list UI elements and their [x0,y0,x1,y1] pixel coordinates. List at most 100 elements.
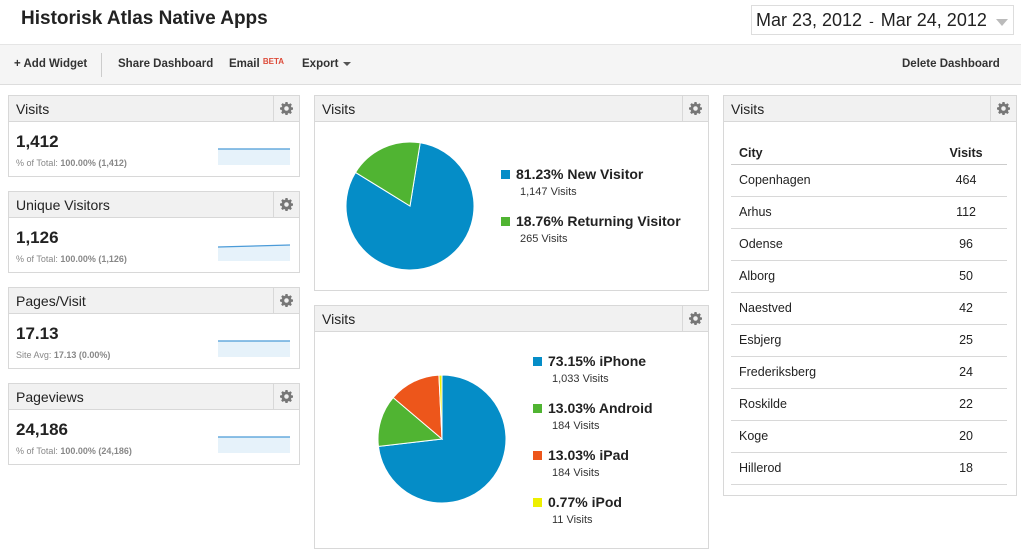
metric-value: 17.13 [16,324,59,343]
widget-settings-button[interactable] [682,306,708,331]
chevron-down-icon [343,61,352,66]
cell-city[interactable]: Frederiksberg [731,356,918,389]
widget-settings-button[interactable] [273,96,299,121]
legend-swatch [533,451,542,460]
cell-visits: 24 [917,356,1007,389]
table-row: Koge 20 [731,420,1007,453]
pie-slice-ipod[interactable] [438,374,443,440]
legend-subvalue: 265 Visits [520,233,568,245]
widget-title: Visits [731,101,765,117]
cell-city[interactable]: Arhus [731,196,918,229]
cell-city[interactable]: Alborg [731,260,918,293]
widget-title: Visits [322,101,356,117]
widget-settings-button[interactable] [273,288,299,313]
metric-widget: Visits 1,412 % of Total: 100.00% (1,412) [8,95,300,177]
cell-visits: 464 [917,164,1007,197]
metric-sub-label: % of Total: [16,254,58,264]
metric-subtext: % of Total: 100.00% (1,126) [16,254,127,264]
chevron-down-icon[interactable] [996,19,1008,26]
legend-item: 13.03% iPad [533,447,629,465]
cell-visits: 112 [917,196,1007,229]
legend-label: 13.03% iPad [548,447,629,463]
beta-badge: BETA [262,57,285,66]
widget-title: Visits [16,101,50,117]
delete-dashboard-button[interactable]: Delete Dashboard [902,58,1000,70]
gear-icon [689,312,702,325]
metric-sub-value: 100.00% (1,412) [60,158,127,168]
legend-item: 13.03% Android [533,400,653,418]
cell-city[interactable]: Koge [731,420,918,453]
dashboard-toolbar: + Add Widget Share Dashboard Email BETA … [0,44,1021,85]
legend-label: 0.77% iPod [548,494,622,510]
metric-sub-value: 100.00% (1,126) [60,254,127,264]
metric-sub-value: 100.00% (24,186) [60,446,132,456]
metric-subtext: Site Avg: 17.13 (0.00%) [16,350,110,360]
widget-title: Unique Visitors [16,197,110,213]
table-header-row: City Visits [731,137,1007,165]
widget-settings-button[interactable] [682,96,708,121]
legend-subvalue: 184 Visits [552,420,600,432]
cell-city[interactable]: Naestved [731,292,918,325]
table-row: Naestved 42 [731,292,1007,325]
gear-icon [280,198,293,211]
widget-header: Visits [315,306,708,332]
table-row: Copenhagen 464 [731,164,1007,197]
cell-visits: 20 [917,420,1007,453]
sparkline [218,436,290,453]
cell-city[interactable]: Odense [731,228,918,261]
cell-city[interactable]: Roskilde [731,388,918,421]
metric-widget: Pages/Visit 17.13 Site Avg: 17.13 (0.00%… [8,287,300,369]
export-button[interactable]: Export [302,58,352,70]
table-row: Hillerod 18 [731,452,1007,485]
gear-icon [997,102,1010,115]
cell-city[interactable]: Esbjerg [731,324,918,357]
legend-item: 73.15% iPhone [533,353,646,371]
widget-header: Visits [724,96,1016,122]
widget-settings-button[interactable] [273,192,299,217]
legend-label: 13.03% Android [548,400,653,416]
widget-settings-button[interactable] [990,96,1016,121]
cell-city[interactable]: Copenhagen [731,164,918,197]
sparkline [218,148,290,165]
cell-city[interactable]: Hillerod [731,452,918,485]
cell-visits: 22 [917,388,1007,421]
toolbar-divider [101,53,102,77]
pie-slice-returning-visitor[interactable] [354,141,421,207]
pie-chart-device [377,374,507,504]
metric-value: 24,186 [16,420,68,439]
table-row: Roskilde 22 [731,388,1007,421]
cell-visits: 18 [917,452,1007,485]
cell-visits: 25 [917,324,1007,357]
sparkline [218,244,291,261]
table-row: Frederiksberg 24 [731,356,1007,389]
legend-swatch [501,217,510,226]
widget-settings-button[interactable] [273,384,299,409]
table-row: Arhus 112 [731,196,1007,229]
widget-title: Pages/Visit [16,293,86,309]
widget-title: Pageviews [16,389,84,405]
share-dashboard-button[interactable]: Share Dashboard [118,58,214,70]
legend-item: 18.76% Returning Visitor [501,213,681,231]
table-row: Odense 96 [731,228,1007,261]
table-row: Esbjerg 25 [731,324,1007,357]
legend-item: 0.77% iPod [533,494,622,512]
legend-label: 18.76% Returning Visitor [516,213,681,229]
legend-swatch [533,498,542,507]
metric-sub-label: % of Total: [16,446,58,456]
date-range-picker[interactable]: Mar 23, 2012 - Mar 24, 2012 [751,5,1014,35]
widget-header: Pages/Visit [9,288,299,314]
date-end: Mar 24, 2012 [880,10,987,30]
add-widget-button[interactable]: + Add Widget [14,58,88,70]
city-table-widget: Visits City Visits Copenhagen 464 Arhus 112… [723,95,1017,496]
gear-icon [280,390,293,403]
email-button[interactable]: Email BETA [229,57,285,70]
widget-title: Visits [322,311,356,327]
city-table: City Visits Copenhagen 464 Arhus 112 Odense 9… [731,137,1007,485]
date-separator: - [869,13,874,29]
metric-sub-label: Site Avg: [16,350,52,360]
pie-chart-visitor-type [345,141,475,271]
legend-subvalue: 184 Visits [552,467,600,479]
table-row: Alborg 50 [731,260,1007,293]
pie-widget-device: Visits 73.15% iPhone 1,033 Visits 13.03% A… [314,305,709,549]
metric-widget: Pageviews 24,186 % of Total: 100.00% (24… [8,383,300,465]
